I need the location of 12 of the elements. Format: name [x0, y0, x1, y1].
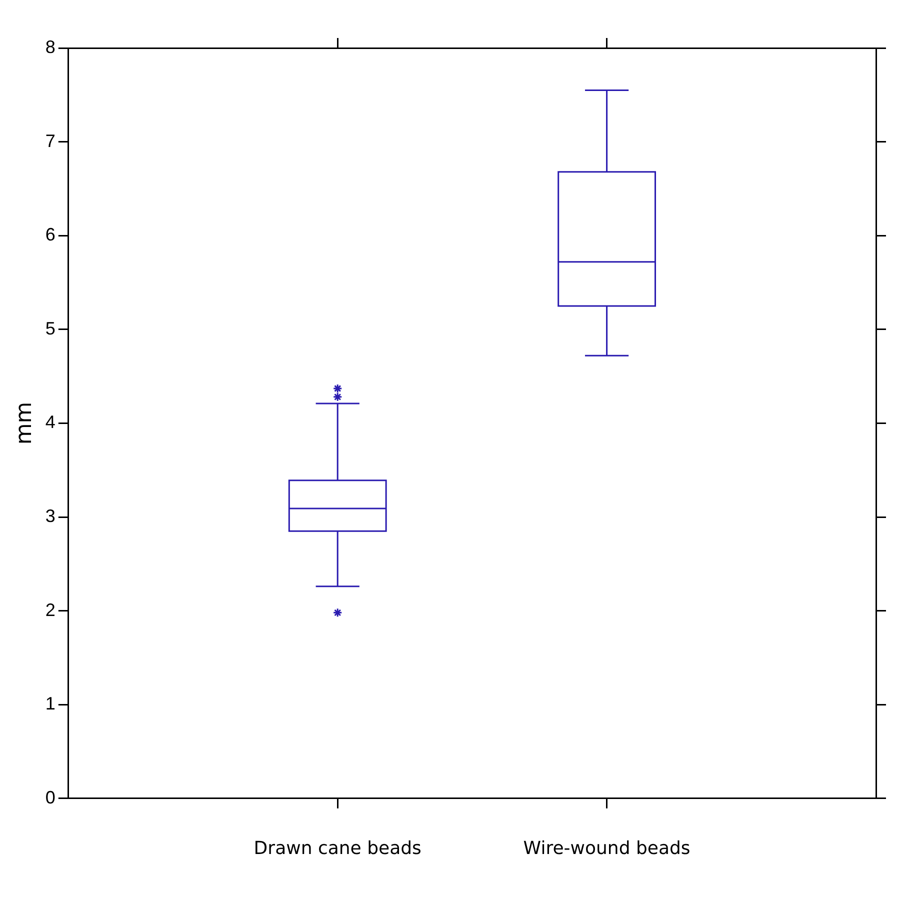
y-tick-label: 5 — [45, 318, 56, 338]
y-tick-label: 1 — [45, 694, 56, 714]
y-axis-title: mm — [12, 402, 37, 445]
y-tick-label: 3 — [45, 506, 56, 526]
y-tick-label: 4 — [45, 412, 56, 432]
x-tick-label: Wire-wound beads — [523, 838, 690, 859]
x-tick-label: Drawn cane beads — [254, 838, 422, 859]
y-tick-label: 8 — [45, 36, 56, 57]
y-tick-label: 0 — [45, 787, 56, 808]
y-tick-label: 6 — [45, 224, 56, 245]
y-tick-label: 7 — [45, 130, 56, 151]
y-tick-label: 2 — [45, 600, 56, 620]
